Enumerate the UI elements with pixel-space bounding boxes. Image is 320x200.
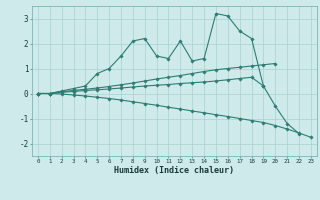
X-axis label: Humidex (Indice chaleur): Humidex (Indice chaleur) bbox=[115, 166, 234, 175]
